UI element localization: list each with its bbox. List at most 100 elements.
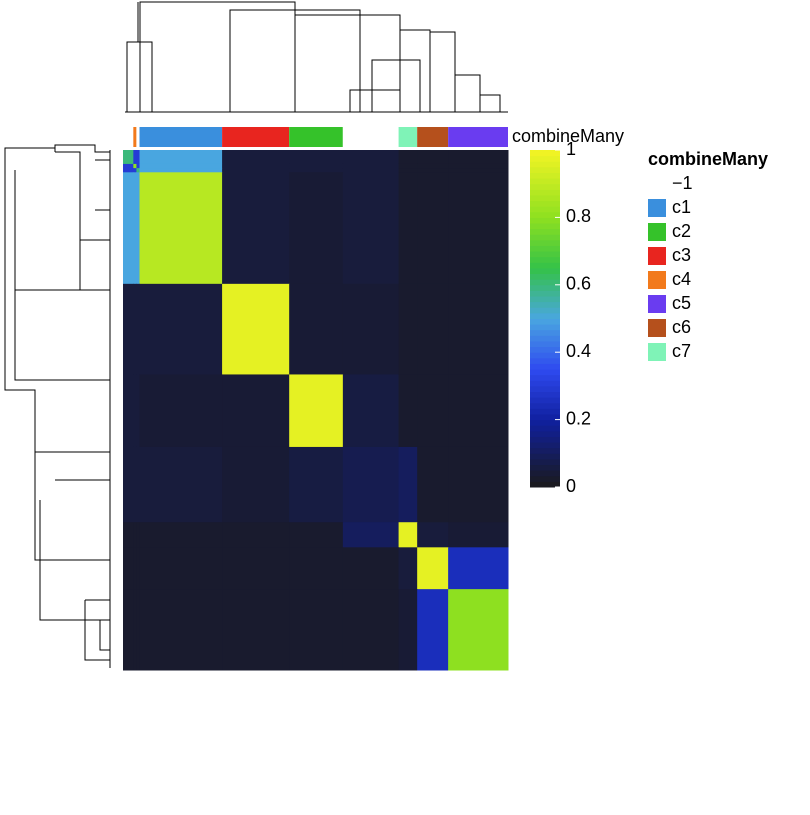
heatmap-cell bbox=[139, 163, 223, 169]
legend-label: c5 bbox=[672, 293, 691, 313]
heatmap-cell bbox=[123, 168, 134, 173]
annotation-cell bbox=[139, 127, 223, 147]
heatmap-cell bbox=[123, 374, 134, 448]
legend-label: c7 bbox=[672, 341, 691, 361]
heatmap-cell bbox=[133, 168, 137, 173]
heatmap-cell bbox=[289, 172, 344, 285]
heatmap-cell bbox=[289, 283, 344, 375]
heatmap-cell bbox=[417, 163, 449, 169]
heatmap-cell bbox=[139, 168, 223, 173]
heatmap-cell bbox=[222, 168, 290, 173]
colorbar-step bbox=[530, 391, 560, 398]
colorbar-step bbox=[530, 335, 560, 342]
legend-swatch bbox=[648, 295, 666, 313]
annotation-cell bbox=[133, 127, 137, 147]
colorbar-tick-label: 1 bbox=[566, 139, 576, 159]
colorbar-step bbox=[530, 329, 560, 336]
legend-label: c4 bbox=[672, 269, 691, 289]
legend-label: c6 bbox=[672, 317, 691, 337]
heatmap-cell bbox=[136, 150, 141, 165]
colorbar-step bbox=[530, 475, 560, 482]
colorbar-step bbox=[530, 206, 560, 213]
heatmap-cell bbox=[398, 150, 418, 165]
heatmap-cell bbox=[139, 547, 223, 590]
colorbar-step bbox=[530, 413, 560, 421]
colorbar-step bbox=[530, 380, 560, 387]
heatmap-cell bbox=[136, 547, 141, 590]
heatmap-cell bbox=[448, 163, 509, 169]
colorbar-tick-label: 0 bbox=[566, 476, 576, 496]
heatmap-cell bbox=[139, 446, 223, 523]
heatmap-cell bbox=[417, 446, 449, 523]
colorbar-tick-label: 0.6 bbox=[566, 274, 591, 294]
colorbar-step bbox=[530, 324, 560, 331]
heatmap-cell bbox=[417, 172, 449, 285]
colorbar-step bbox=[530, 352, 560, 359]
colorbar-step bbox=[530, 397, 560, 404]
colorbar-step bbox=[530, 150, 560, 157]
heatmap-cell bbox=[448, 547, 509, 590]
heatmap-cell bbox=[448, 446, 509, 523]
column-dendrogram bbox=[125, 1, 508, 113]
heatmap-cell bbox=[342, 547, 400, 590]
colorbar-step bbox=[530, 419, 560, 426]
heatmap-cell bbox=[136, 168, 141, 173]
heatmap-cell bbox=[222, 446, 290, 523]
heatmap-cell bbox=[222, 150, 290, 165]
heatmap-cell bbox=[123, 172, 134, 285]
heatmap-cell bbox=[139, 150, 223, 165]
colorbar-step bbox=[530, 481, 560, 488]
heatmap-cell bbox=[342, 172, 400, 285]
heatmap-cell bbox=[123, 150, 134, 165]
annotation-cell bbox=[289, 127, 343, 147]
colorbar-step bbox=[530, 458, 560, 466]
heatmap-cell bbox=[133, 163, 137, 169]
heatmap-cell bbox=[398, 589, 418, 671]
heatmap-cell bbox=[448, 150, 509, 165]
heatmap-cell bbox=[136, 446, 141, 523]
colorbar-step bbox=[530, 262, 560, 269]
heatmap-cell bbox=[136, 283, 141, 375]
legend-label: c3 bbox=[672, 245, 691, 265]
heatmap-cell bbox=[448, 522, 509, 548]
colorbar-tick-label: 0.4 bbox=[566, 341, 591, 361]
heatmap-cell bbox=[342, 163, 400, 169]
colorbar-step bbox=[530, 228, 560, 235]
colorbar-step bbox=[530, 234, 560, 241]
annotation-cell bbox=[417, 127, 449, 147]
colorbar-step bbox=[530, 296, 560, 303]
heatmap-cell bbox=[136, 172, 141, 285]
heatmap-cell bbox=[136, 163, 141, 169]
heatmap-cell bbox=[342, 168, 400, 173]
heatmap-cell bbox=[136, 589, 141, 671]
colorbar-step bbox=[530, 453, 560, 460]
heatmap-cell bbox=[222, 522, 290, 548]
heatmap-cell bbox=[448, 283, 509, 375]
heatmap-cell bbox=[133, 446, 137, 523]
annotation-cell bbox=[398, 127, 418, 147]
colorbar-step bbox=[530, 301, 560, 308]
colorbar-tick-label: 0.8 bbox=[566, 206, 591, 226]
legend-label: c1 bbox=[672, 197, 691, 217]
heatmap-cell bbox=[136, 374, 141, 448]
heatmap-cell bbox=[289, 589, 344, 671]
heatmap-cell bbox=[123, 163, 134, 169]
heatmap-cell bbox=[222, 172, 290, 285]
colorbar-step bbox=[530, 402, 560, 409]
heatmap-cell bbox=[417, 150, 449, 165]
colorbar-step bbox=[530, 251, 560, 258]
colorbar-step bbox=[530, 369, 560, 376]
colorbar-step bbox=[530, 470, 560, 477]
row-dendrogram bbox=[4, 144, 111, 668]
legend-swatch bbox=[648, 223, 666, 241]
legend-title: combineMany bbox=[648, 149, 768, 169]
colorbar-step bbox=[530, 408, 560, 415]
heatmap-cell bbox=[289, 374, 344, 448]
heatmap-cell bbox=[289, 547, 344, 590]
colorbar-step bbox=[530, 183, 560, 190]
heatmap-cell bbox=[289, 446, 344, 523]
heatmap-cell bbox=[139, 172, 223, 285]
heatmap-cell bbox=[398, 547, 418, 590]
